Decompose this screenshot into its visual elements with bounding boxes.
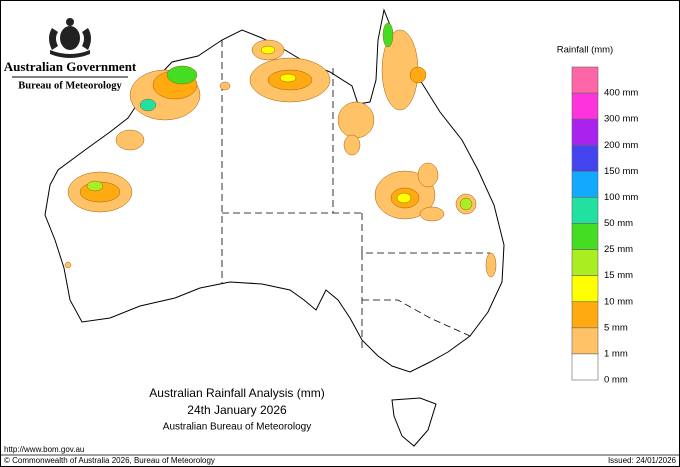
- legend-label: 50 mm: [604, 218, 633, 229]
- map-date: 24th January 2026: [187, 403, 287, 417]
- footer-url: http://www.bom.gov.au: [4, 445, 84, 454]
- legend-label: 0 mm: [604, 375, 628, 386]
- legend-label: 200 mm: [604, 140, 638, 151]
- legend-swatch: [571, 66, 599, 94]
- tasmania: [391, 397, 437, 447]
- legend-swatch: [571, 223, 599, 250]
- legend-label: 25 mm: [604, 244, 633, 255]
- legend-swatch: [571, 118, 599, 146]
- legend-swatch: [571, 353, 599, 381]
- bureau-name: Bureau of Meteorology: [18, 80, 122, 91]
- legend-label: 400 mm: [604, 88, 638, 99]
- map-title: Australian Rainfall Analysis (mm): [149, 386, 324, 400]
- legend-swatch: [571, 301, 599, 329]
- legend-label: 100 mm: [604, 192, 638, 203]
- legend-swatch: [571, 197, 599, 224]
- legend-swatch: [571, 171, 599, 198]
- legend-swatch: [571, 249, 599, 276]
- legend-label: 300 mm: [604, 114, 638, 125]
- footer-copyright: © Commonwealth of Australia 2026, Bureau…: [4, 456, 215, 465]
- government-name: Australian Government: [4, 59, 137, 74]
- legend-title: Rainfall (mm): [557, 45, 613, 56]
- state-borders: [221, 40, 490, 350]
- legend-label: 10 mm: [604, 296, 633, 307]
- legend-label: 150 mm: [604, 166, 638, 177]
- legend-label: 5 mm: [604, 322, 628, 333]
- map: [44, 8, 505, 447]
- map-org: Australian Bureau of Meteorology: [163, 422, 311, 433]
- legend-label: 1 mm: [604, 348, 628, 359]
- legend-swatch: [571, 144, 599, 172]
- legend-swatch: [571, 327, 599, 355]
- footer-issued: Issued: 24/01/2026: [608, 456, 677, 465]
- legend: 400 mm 300 mm 200 mm 150 mm 100 mm 50 mm 25 mm…: [571, 66, 638, 386]
- rainfall-areas: [64, 22, 497, 278]
- legend-label: 15 mm: [604, 270, 633, 281]
- legend-swatch: [571, 92, 599, 120]
- legend-swatch: [571, 275, 599, 303]
- emblem: [49, 18, 91, 58]
